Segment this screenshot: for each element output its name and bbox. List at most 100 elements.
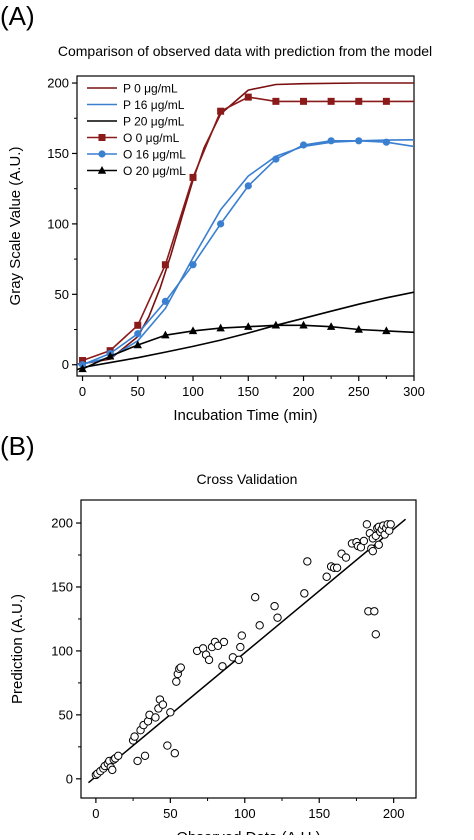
a-series-line-2 (77, 291, 414, 371)
b-y-tick-label: 200 (51, 516, 73, 531)
a-series-line-0 (77, 82, 414, 365)
b-scatter-point (140, 751, 150, 760)
b-panel-label: (B) (0, 431, 35, 461)
a-x-tick-label: 100 (182, 384, 204, 399)
a-series-point-3 (244, 93, 252, 101)
b-x-tick-label: 200 (383, 806, 405, 821)
a-series-point-5 (105, 351, 115, 360)
a-x-tick-label: 200 (293, 384, 315, 399)
b-x-tick-label: 0 (92, 806, 99, 821)
a-y-tick-label: 200 (47, 76, 69, 91)
a-series-point-5 (244, 322, 253, 330)
a-x-tick-label: 300 (403, 384, 425, 399)
a-series-point-4 (217, 220, 225, 228)
b-scatter-point (219, 637, 229, 647)
b-scatter-point (270, 601, 279, 611)
a-series-point-3 (272, 97, 280, 105)
a-x-axis-title: Incubation Time (min) (173, 407, 317, 424)
a-series-point-5 (216, 323, 225, 332)
a-series-point-5 (299, 320, 308, 329)
b-scatter-point (251, 593, 260, 602)
b-scatter-point (386, 520, 395, 529)
b-scatter-point (236, 642, 245, 652)
a-legend-label-2: P 20 μg/mL (123, 115, 185, 129)
b-scatter-point (368, 546, 378, 556)
a-panel-label: (A) (0, 1, 35, 31)
b-scatter-point (176, 663, 185, 672)
b-scatter-point (237, 631, 247, 640)
b-scatter-point (130, 732, 139, 741)
b-y-axis-title: Prediction (A.U.) (9, 594, 26, 704)
a-legend-label-3: O 0 μg/mL (123, 131, 180, 145)
b-scatter-point (163, 741, 172, 750)
a-series-point-3 (134, 321, 142, 329)
b-scatter-point (341, 553, 351, 562)
a-legend-label-1: P 16 μg/mL (123, 98, 185, 112)
a-legend-marker-3 (98, 134, 106, 141)
a-series-point-5 (326, 322, 336, 330)
a-chart-title: Comparison of observed data with predict… (58, 43, 432, 59)
a-legend-marker-4 (98, 150, 106, 158)
b-scatter-point (133, 756, 142, 766)
b-scatter-point (273, 613, 282, 622)
a-series-point-5 (188, 326, 198, 335)
b-scatter-point (158, 700, 168, 709)
a-series-point-4 (161, 297, 169, 305)
a-series-point-3 (217, 107, 225, 115)
b-scatter-point (172, 677, 181, 686)
a-x-tick-label: 50 (131, 384, 145, 399)
b-scatter-point (371, 630, 380, 639)
a-series-point-5 (133, 340, 142, 349)
a-series-point-4 (189, 261, 197, 269)
a-series-point-4 (355, 137, 363, 145)
b-scatter-point (218, 662, 227, 671)
b-scatter-point (234, 655, 244, 665)
a-x-tick-label: 150 (237, 384, 259, 399)
a-series-point-5 (382, 326, 391, 335)
a-y-tick-label: 100 (47, 216, 69, 231)
b-fit-line (87, 518, 407, 784)
a-series-point-5 (78, 364, 87, 373)
b-scatter-point (170, 749, 180, 758)
a-x-tick-label: 0 (79, 384, 86, 399)
b-scatter-point (322, 572, 331, 581)
a-series-point-4 (244, 182, 252, 190)
b-chart-title: Cross Validation (197, 471, 298, 487)
b-scatter-point (303, 557, 312, 566)
b-y-tick-label: 150 (51, 579, 73, 594)
b-scatter-point (108, 765, 117, 775)
b-x-tick-label: 50 (163, 806, 177, 821)
b-scatter-point (370, 607, 379, 616)
a-series-point-5 (161, 330, 170, 339)
a-series-point-3 (382, 97, 390, 105)
b-scatter-point (300, 589, 309, 598)
a-y-tick-label: 150 (47, 146, 69, 161)
a-legend-label-5: O 20 μg/mL (123, 164, 186, 178)
a-plot-frame (76, 75, 415, 377)
b-scatter-point (255, 621, 264, 630)
b-y-tick-label: 100 (51, 643, 73, 658)
b-y-tick-label: 50 (59, 707, 73, 722)
b-scatter-point (362, 520, 372, 529)
a-y-tick-label: 0 (62, 357, 69, 372)
a-series-point-4 (382, 138, 390, 146)
b-x-tick-label: 100 (234, 806, 256, 821)
a-series-point-3 (355, 97, 363, 105)
a-legend-marker-5 (97, 166, 107, 174)
b-scatter-point (332, 563, 342, 572)
b-y-tick-label: 0 (66, 771, 73, 786)
a-y-axis-title: Gray Scale Value (A.U.) (7, 147, 24, 306)
b-scatter-point (114, 751, 123, 760)
a-x-tick-label: 250 (348, 384, 370, 399)
a-series-point-4 (327, 137, 335, 145)
b-scatter-point (359, 536, 369, 546)
a-series-point-5 (271, 320, 281, 329)
a-series-line-5 (82, 324, 414, 370)
b-x-axis-title: Observed Data (A.U.) (176, 829, 320, 835)
a-series-point-4 (272, 155, 280, 163)
a-series-point-3 (161, 261, 169, 269)
b-scatter-point (204, 655, 214, 665)
a-legend-label-4: O 16 μg/mL (123, 148, 186, 162)
